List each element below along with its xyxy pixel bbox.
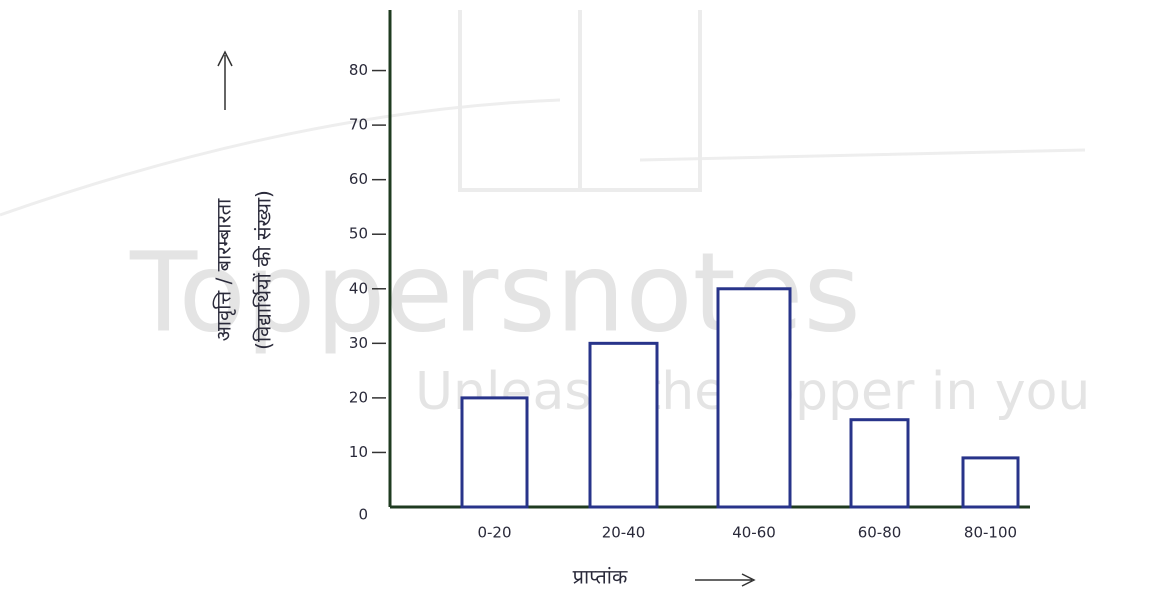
x-tick-label: 60-80: [858, 524, 902, 542]
x-tick-label: 0-20: [477, 524, 511, 542]
x-tick-label: 80-100: [964, 524, 1017, 542]
x-tick-label: 40-60: [732, 524, 776, 542]
bar: [961, 456, 1020, 509]
y-tick-label: 20: [349, 388, 368, 406]
y-tick-label: 60: [349, 170, 368, 188]
y-tick-label: 10: [349, 443, 368, 461]
watermark-swash: [0, 98, 1086, 217]
y-arrow: [217, 50, 233, 110]
y-tick-label: 0: [358, 506, 368, 524]
x-arrow: [695, 573, 756, 587]
y-axis-label: आवृत्ति / बारम्बारता: [212, 198, 237, 341]
y-tick-label: 50: [349, 225, 368, 243]
x-axis-label: प्राप्तांक: [573, 565, 628, 589]
bar: [460, 396, 529, 509]
bar: [849, 418, 910, 509]
y-tick-label: 40: [349, 279, 368, 297]
bar: [716, 287, 792, 509]
y-tick-label: 70: [349, 116, 368, 134]
x-tick-label: 20-40: [602, 524, 646, 542]
watermark-book: [458, 10, 702, 192]
y-axis-label-note: (विद्यार्थियों की संख्या): [252, 190, 276, 350]
y-tick-label: 80: [349, 61, 368, 79]
y-tick-label: 30: [349, 334, 368, 352]
bar: [588, 341, 659, 509]
